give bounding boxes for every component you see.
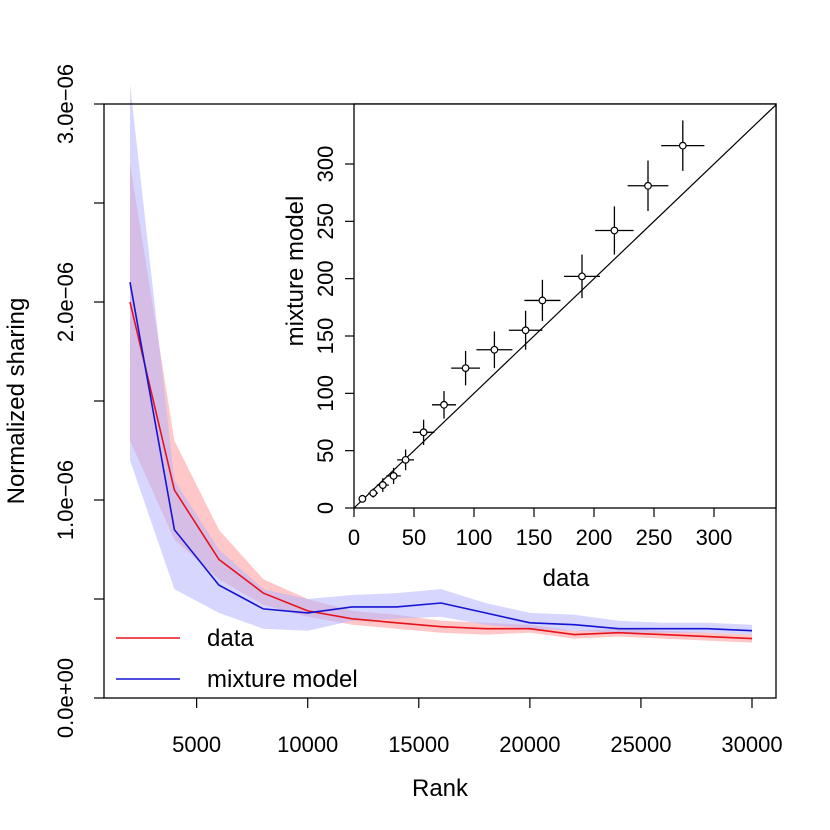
inset-x-tick-label: 200 xyxy=(576,525,613,550)
inset-x-tick-label: 0 xyxy=(348,525,360,550)
line-data xyxy=(129,301,753,640)
point-marker xyxy=(461,364,470,373)
x-tick-label: 25000 xyxy=(610,732,671,757)
data-point xyxy=(524,279,561,322)
y-tick-label: 3.0e−06 xyxy=(53,64,78,144)
legend: data mixture model xyxy=(116,625,358,693)
data-point xyxy=(386,467,401,484)
main-y-axis: 0.0e+00 1.0e−06 2.0e−06 3.0e−06 xyxy=(53,64,104,738)
main-series-lines xyxy=(129,282,753,640)
line-mixture-model xyxy=(129,282,753,632)
inset-x-tick-label: 300 xyxy=(696,525,733,550)
data-point xyxy=(376,478,389,492)
inset-x-axis: 0 50 100 150 200 250 300 xyxy=(348,508,732,550)
inset-x-tick-label: 100 xyxy=(456,525,493,550)
inset-y-axis: 0 50 100 150 200 250 300 xyxy=(313,146,354,514)
inset-reference-line xyxy=(353,104,777,509)
data-point xyxy=(595,206,634,255)
inset-points xyxy=(358,120,705,503)
inset-y-axis-label: mixture model xyxy=(282,196,309,347)
point-marker xyxy=(538,296,547,305)
data-point xyxy=(627,160,669,212)
main-confidence-bands xyxy=(130,84,752,643)
data-point xyxy=(661,120,705,171)
inset-x-tick-label: 250 xyxy=(636,525,673,550)
main-x-axis: 5000 10000 15000 20000 25000 30000 xyxy=(172,698,783,757)
data-point xyxy=(412,419,435,445)
inset-y-tick-label: 50 xyxy=(313,438,338,462)
main-x-axis-label: Rank xyxy=(412,775,469,802)
inset-plot-frame xyxy=(353,103,777,509)
band-mixture-model xyxy=(130,84,752,635)
inset-y-tick-label: 150 xyxy=(313,318,338,355)
inset-x-tick-label: 150 xyxy=(516,525,553,550)
point-marker xyxy=(644,181,652,190)
y-tick-label: 0.0e+00 xyxy=(53,658,78,738)
data-point xyxy=(397,449,414,471)
point-marker xyxy=(521,326,530,335)
x-tick-label: 5000 xyxy=(172,732,221,757)
point-marker xyxy=(419,428,428,437)
point-marker xyxy=(358,494,367,503)
point-marker xyxy=(369,489,378,497)
inset-y-tick-label: 200 xyxy=(313,260,338,297)
inset-x-tick-label: 50 xyxy=(402,525,426,550)
legend-label-data: data xyxy=(207,625,254,652)
point-marker xyxy=(678,141,687,150)
y-tick-label: 2.0e−06 xyxy=(53,262,78,342)
point-marker xyxy=(389,471,398,480)
data-point xyxy=(358,494,367,503)
x-tick-label: 15000 xyxy=(388,732,449,757)
point-marker xyxy=(378,481,387,489)
main-y-axis-label: Normalized sharing xyxy=(3,298,30,505)
x-tick-label: 10000 xyxy=(277,732,338,757)
inset-x-axis-label: data xyxy=(543,565,590,592)
data-point xyxy=(432,391,456,419)
data-point xyxy=(451,350,480,386)
inset-y-tick-label: 0 xyxy=(313,502,338,514)
inset-y-tick-label: 100 xyxy=(313,375,338,412)
x-tick-label: 30000 xyxy=(721,732,782,757)
data-point xyxy=(476,331,513,369)
data-point xyxy=(368,488,378,498)
x-tick-label: 20000 xyxy=(499,732,560,757)
inset-y-tick-label: 250 xyxy=(313,203,338,240)
data-point xyxy=(508,310,543,350)
point-marker xyxy=(578,272,586,281)
point-marker xyxy=(490,345,499,354)
legend-label-mixture-model: mixture model xyxy=(207,666,358,693)
point-marker xyxy=(401,455,410,464)
point-marker xyxy=(440,400,448,409)
data-point xyxy=(564,254,600,299)
point-marker xyxy=(610,226,619,235)
inset-y-tick-label: 300 xyxy=(313,146,338,183)
y-tick-label: 1.0e−06 xyxy=(53,460,78,540)
identity-line xyxy=(353,104,777,509)
